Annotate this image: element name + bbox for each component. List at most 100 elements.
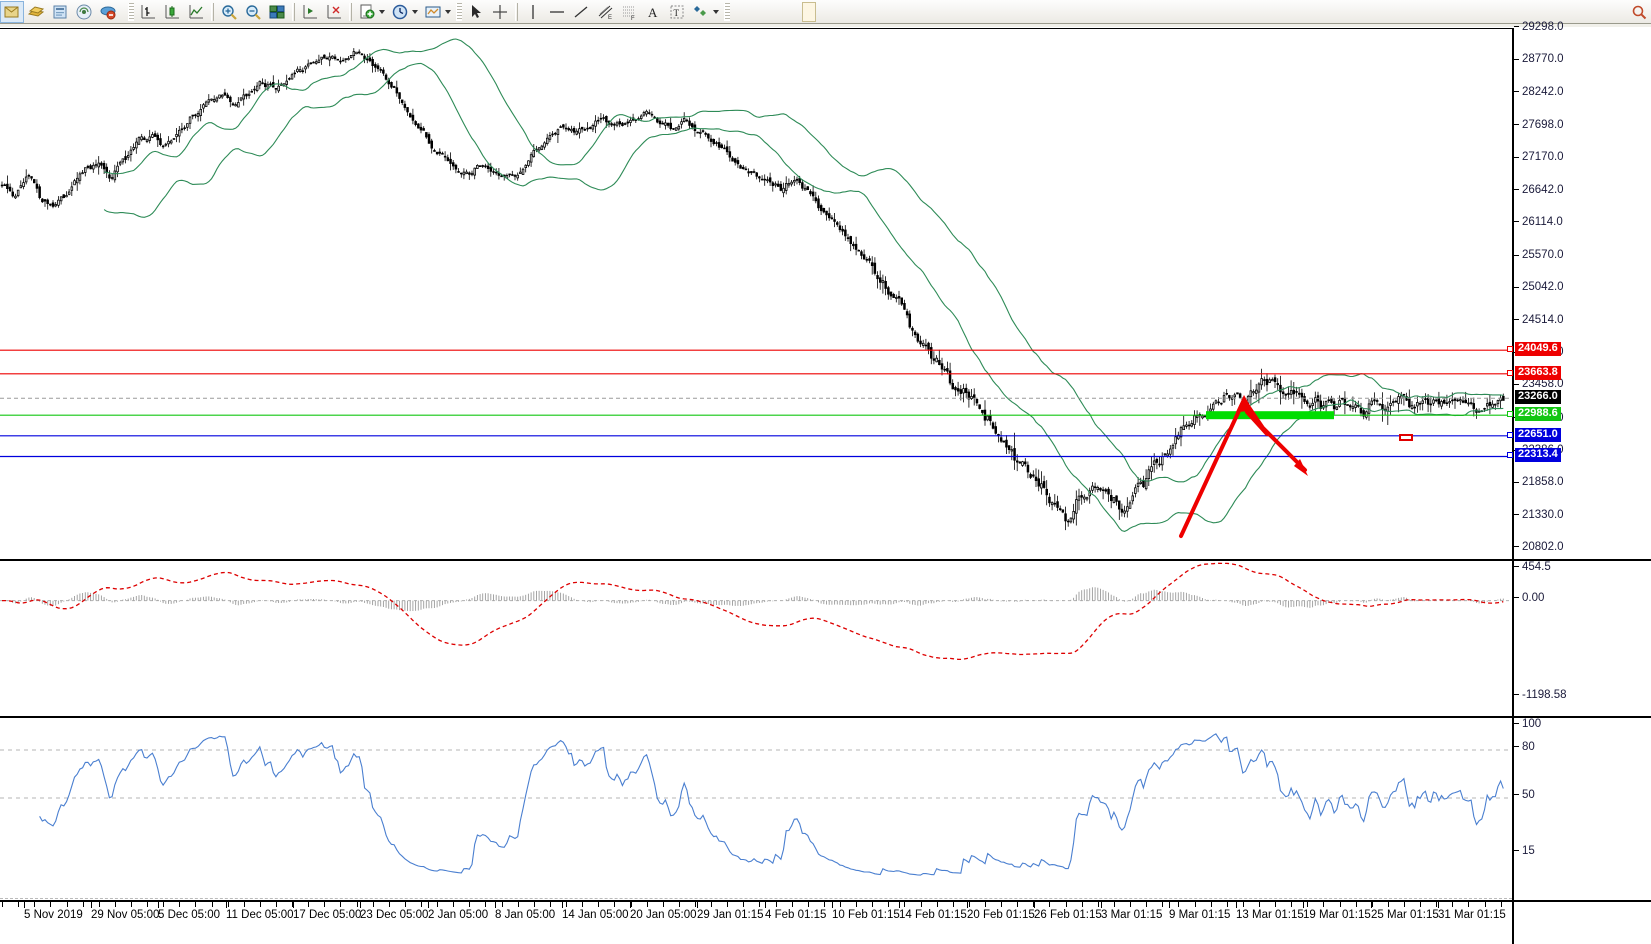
text-label-button[interactable]: T (665, 1, 689, 23)
svg-text:E: E (608, 15, 612, 21)
price-level-handle[interactable] (1507, 346, 1513, 353)
pane-divider (1514, 559, 1651, 561)
cursor-button[interactable] (464, 1, 488, 23)
chevron-down-icon[interactable] (445, 9, 451, 14)
toolbar-separator (349, 2, 352, 21)
zoom-in-button[interactable] (217, 1, 241, 23)
timeframe-m5[interactable] (746, 2, 760, 22)
time-minor-tick (598, 902, 600, 907)
news-button[interactable] (48, 1, 72, 23)
price-level-handle[interactable] (1507, 411, 1513, 418)
rsi-pane[interactable] (0, 716, 1512, 876)
price-level-label[interactable]: 22313.4 (1515, 448, 1561, 463)
chevron-down-icon[interactable] (379, 9, 385, 14)
vertical-line-button[interactable] (521, 1, 545, 23)
candlestick-chart-button[interactable] (160, 1, 184, 23)
price-level-label[interactable]: 22988.6 (1515, 407, 1561, 422)
chart-area[interactable] (0, 28, 1651, 944)
time-minor-tick (195, 902, 197, 907)
timeframe-w1[interactable] (830, 2, 844, 22)
price-level-handle[interactable] (1507, 369, 1513, 376)
timeframe-d1[interactable] (816, 2, 830, 22)
price-axis[interactable]: 29298.0 28770.0 28242.0 27698.0 27170.0 26642… (1507, 21, 1651, 944)
time-minor-tick (985, 902, 986, 907)
shapes-button[interactable] (689, 1, 722, 23)
time-tick-label: 4 Feb 01:15 (765, 909, 827, 921)
time-minor-tick (759, 902, 761, 907)
bar-chart-button[interactable] (136, 1, 160, 23)
time-minor-tick (1291, 902, 1293, 907)
time-axis[interactable]: 5 Nov 2019 29 Nov 05:00 5 Dec 05:00 11 Dec … (0, 898, 1512, 944)
indicators-button[interactable] (355, 1, 388, 23)
trendline-icon (574, 6, 588, 17)
market-button[interactable] (96, 1, 120, 23)
macd-pane[interactable] (0, 559, 1512, 703)
toolbar-grip[interactable] (128, 2, 134, 21)
time-minor-tick (662, 902, 664, 907)
time-tick-label: 17 Dec 05:00 (293, 909, 362, 921)
auto-scroll-button[interactable] (322, 1, 346, 23)
chart-shift-button[interactable] (298, 1, 322, 23)
time-minor-tick (1242, 902, 1244, 907)
timeframe-h1[interactable] (788, 2, 802, 22)
time-axis-divider (0, 898, 1512, 899)
chart-shift-icon (303, 4, 317, 18)
text-button[interactable]: A (641, 1, 665, 23)
price-level-label[interactable]: 22651.0 (1515, 427, 1561, 442)
bar-chart-icon (141, 4, 155, 18)
time-minor-tick (1017, 902, 1019, 907)
time-major-tick (158, 902, 159, 908)
autotrading-button[interactable] (120, 1, 126, 23)
svg-text:T: T (674, 8, 680, 18)
time-minor-tick (453, 902, 455, 907)
price-tick: 27698.0 (1514, 119, 1564, 131)
chevron-down-icon[interactable] (412, 9, 418, 14)
gold-bars-button[interactable] (24, 1, 48, 23)
tile-windows-button[interactable] (265, 1, 289, 23)
price-pane[interactable] (0, 28, 1512, 548)
time-minor-tick (1194, 902, 1196, 907)
trendline-button[interactable] (569, 1, 593, 23)
price-tick: 27170.0 (1514, 151, 1564, 163)
new-order-button[interactable] (0, 0, 24, 23)
tile-windows-icon (269, 5, 285, 18)
time-minor-tick (1113, 902, 1115, 907)
time-minor-tick (1339, 902, 1341, 907)
macd-tick-min: -1198.58 (1514, 689, 1567, 701)
price-level-label[interactable]: 23266.0 (1515, 390, 1561, 405)
line-chart-button[interactable] (184, 1, 208, 23)
crosshair-button[interactable] (488, 1, 512, 23)
timeframe-m15[interactable] (760, 2, 774, 22)
time-minor-tick (1049, 902, 1051, 907)
timeframe-m1[interactable] (732, 2, 746, 22)
price-level-handle[interactable] (1507, 431, 1513, 438)
timeframe-h4[interactable] (802, 1, 816, 22)
period-button[interactable] (388, 1, 421, 23)
templates-button[interactable] (421, 1, 454, 23)
chevron-down-icon[interactable] (713, 9, 719, 14)
timeframe-m30[interactable] (774, 2, 788, 22)
equidistant-channel-button[interactable]: E (593, 1, 617, 23)
price-tick: 24514.0 (1514, 314, 1564, 326)
time-minor-tick (501, 902, 503, 907)
time-minor-tick (1210, 902, 1212, 907)
price-tick: 26642.0 (1514, 184, 1564, 196)
toolbar-grip[interactable] (456, 2, 462, 21)
zoom-out-button[interactable] (241, 1, 265, 23)
search-button[interactable] (1627, 1, 1651, 23)
search-icon (1632, 5, 1647, 19)
signal-button[interactable] (72, 1, 96, 23)
price-level-handle[interactable] (1507, 452, 1513, 459)
fibonacci-button[interactable]: F (617, 1, 641, 23)
price-level-label[interactable]: 24049.6 (1515, 342, 1561, 357)
time-minor-tick (340, 902, 342, 907)
timeframe-mn[interactable] (844, 2, 858, 22)
toolbar-grip[interactable] (724, 2, 730, 21)
time-minor-tick (823, 902, 825, 907)
horizontal-line-button[interactable] (545, 1, 569, 23)
window-scrollbar[interactable] (0, 24, 1651, 27)
price-tick: 26114.0 (1514, 216, 1563, 228)
price-level-label[interactable]: 23663.8 (1515, 365, 1561, 380)
time-tick-label: 8 Jan 05:00 (495, 909, 556, 921)
time-minor-tick (533, 902, 535, 907)
